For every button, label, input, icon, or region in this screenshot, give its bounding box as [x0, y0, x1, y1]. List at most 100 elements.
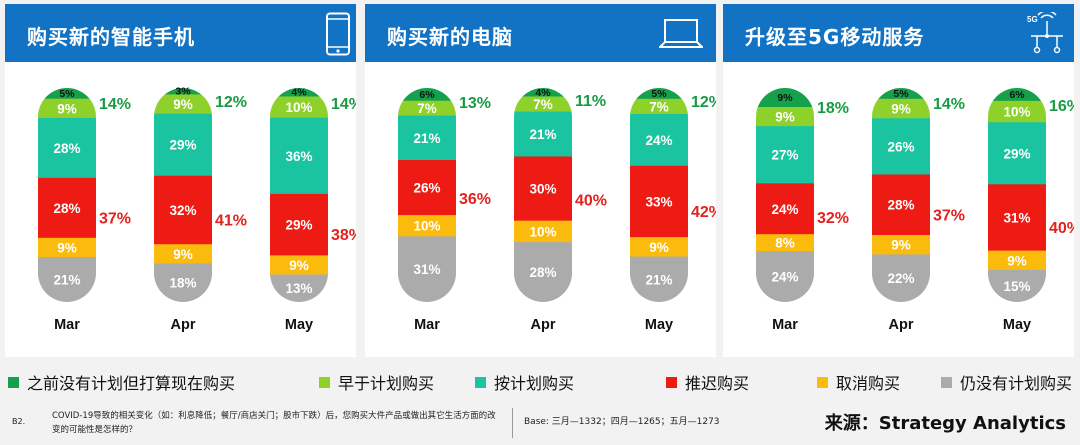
footer-divider	[512, 408, 513, 438]
legend-item-cancelled: 取消购买	[817, 370, 900, 394]
positive-total-label: 18%	[817, 100, 849, 117]
negative-total-label: 41%	[215, 213, 247, 230]
bar-segment-cancelled	[630, 237, 688, 257]
bar-segment-earlier-than-planned	[398, 100, 456, 116]
bar-segment-still-no-plan	[514, 242, 572, 302]
segment-value-label: 27%	[771, 148, 798, 163]
category-label: Mar	[772, 317, 798, 333]
bar-segment-cancelled	[988, 250, 1046, 271]
segment-value-label: 21%	[53, 273, 80, 288]
bar-segment-cancelled	[398, 215, 456, 237]
segment-value-label: 9%	[173, 247, 193, 262]
stacked-bar-may	[988, 88, 1046, 302]
segment-value-label: 10%	[413, 219, 440, 234]
bar-segment-postponed	[514, 156, 572, 221]
bar-segment-cancelled	[270, 255, 328, 275]
bar-segment-no-plan-but-intend	[38, 88, 96, 99]
bar-segment-postponed	[756, 183, 814, 235]
panel-smartphone: 购买新的智能手机 5% 9% 28% 28% 9% 21% 14% 37% Mar 3% 9% 29%…	[5, 4, 356, 357]
legend-label: 之前没有计划但打算现在购买	[27, 374, 236, 393]
segment-value-label: 9%	[57, 101, 77, 116]
bar-segment-still-no-plan	[756, 251, 814, 302]
bar-segment-no-plan-but-intend	[154, 88, 212, 95]
segment-value-label: 7%	[417, 101, 437, 116]
negative-total-label: 40%	[575, 192, 607, 209]
segment-value-label: 9%	[173, 97, 193, 112]
legend-swatch	[8, 377, 19, 388]
bar-segment-still-no-plan	[38, 257, 96, 302]
segment-value-label: 9%	[891, 238, 911, 253]
bar-segment-as-planned	[872, 118, 930, 175]
segment-value-label: 28%	[53, 141, 80, 156]
segment-value-label: 30%	[529, 182, 556, 197]
legend-swatch	[475, 377, 486, 388]
stacked-bar-mar	[38, 88, 96, 302]
footnote-question: COVID-19导致的相关变化（如：利息降低；餐厅/商店关门；股市下跌）后，您购…	[52, 411, 496, 435]
negative-total-label: 36%	[459, 191, 491, 208]
bar-segment-no-plan-but-intend	[270, 88, 328, 97]
footnote-code: B2.	[12, 417, 26, 426]
segment-value-label: 24%	[771, 202, 798, 217]
legend-label: 推迟购买	[685, 374, 750, 393]
footnote-base: Base: 三月—1332；四月—1265；五月—1273	[524, 417, 720, 427]
laptop-icon	[659, 19, 703, 48]
segment-value-label: 26%	[413, 181, 440, 196]
bar-segment-cancelled	[38, 237, 96, 258]
positive-total-label: 16%	[1049, 98, 1074, 115]
legend: 之前没有计划但打算现在购买 早于计划购买 按计划购买 推迟购买 取消购买 仍没有…	[0, 370, 1080, 396]
segment-value-label: 6%	[1009, 89, 1025, 101]
segment-value-label: 22%	[887, 271, 914, 286]
legend-item-earlier-than-planned: 早于计划购买	[319, 370, 434, 394]
negative-total-label: 38%	[331, 227, 356, 244]
segment-value-label: 10%	[529, 224, 556, 239]
legend-label: 早于计划购买	[338, 374, 435, 393]
stacked-bar-mar	[398, 88, 456, 302]
panel-header: 升级至5G移动服务 5G	[723, 4, 1074, 62]
stacked-bar-apr	[872, 88, 930, 302]
category-label: May	[285, 317, 313, 333]
panel-title: 购买新的智能手机	[27, 25, 195, 49]
segment-value-label: 10%	[1003, 105, 1030, 120]
segment-value-label: 9%	[1007, 253, 1027, 268]
segment-value-label: 9%	[891, 102, 911, 117]
segment-value-label: 4%	[291, 87, 307, 99]
positive-total-label: 12%	[691, 94, 716, 111]
segment-value-label: 6%	[419, 89, 435, 101]
segment-value-label: 10%	[285, 100, 312, 115]
segment-value-label: 26%	[887, 139, 914, 154]
legend-item-still-no-plan: 仍没有计划购买	[941, 370, 1072, 394]
segment-value-label: 24%	[771, 270, 798, 285]
segment-value-label: 28%	[529, 265, 556, 280]
legend-item-postponed: 推迟购买	[666, 370, 749, 394]
segment-value-label: 5%	[59, 88, 75, 100]
positive-total-label: 14%	[99, 96, 131, 113]
segment-value-label: 9%	[777, 92, 793, 104]
category-label: Apr	[531, 317, 556, 333]
negative-total-label: 42%	[691, 204, 716, 221]
segment-value-label: 5%	[893, 88, 909, 100]
negative-total-label: 37%	[933, 207, 965, 224]
bar-segment-as-planned	[988, 122, 1046, 185]
legend-swatch	[941, 377, 952, 388]
segment-value-label: 32%	[169, 203, 196, 218]
segment-value-label: 3%	[175, 86, 191, 98]
segment-value-label: 24%	[645, 133, 672, 148]
bar-segment-as-planned	[270, 117, 328, 195]
panel-header: 购买新的电脑	[365, 4, 716, 62]
5g-icon-text: 5G	[1027, 15, 1038, 24]
stacked-bar-mar	[756, 88, 814, 302]
segment-value-label: 9%	[289, 258, 309, 273]
segment-value-label: 9%	[775, 110, 795, 125]
category-label: Mar	[54, 317, 80, 333]
segment-value-label: 5%	[651, 88, 667, 100]
segment-value-label: 21%	[645, 272, 672, 287]
source-label: 来源：Strategy Analytics	[824, 413, 1066, 434]
legend-swatch	[817, 377, 828, 388]
legend-label: 按计划购买	[494, 374, 575, 393]
bar-segment-no-plan-but-intend	[872, 88, 930, 100]
segment-value-label: 31%	[1003, 210, 1030, 225]
category-label: May	[645, 317, 673, 333]
bar-segment-still-no-plan	[630, 256, 688, 302]
negative-total-label: 37%	[99, 210, 131, 227]
bar-segment-as-planned	[756, 126, 814, 184]
